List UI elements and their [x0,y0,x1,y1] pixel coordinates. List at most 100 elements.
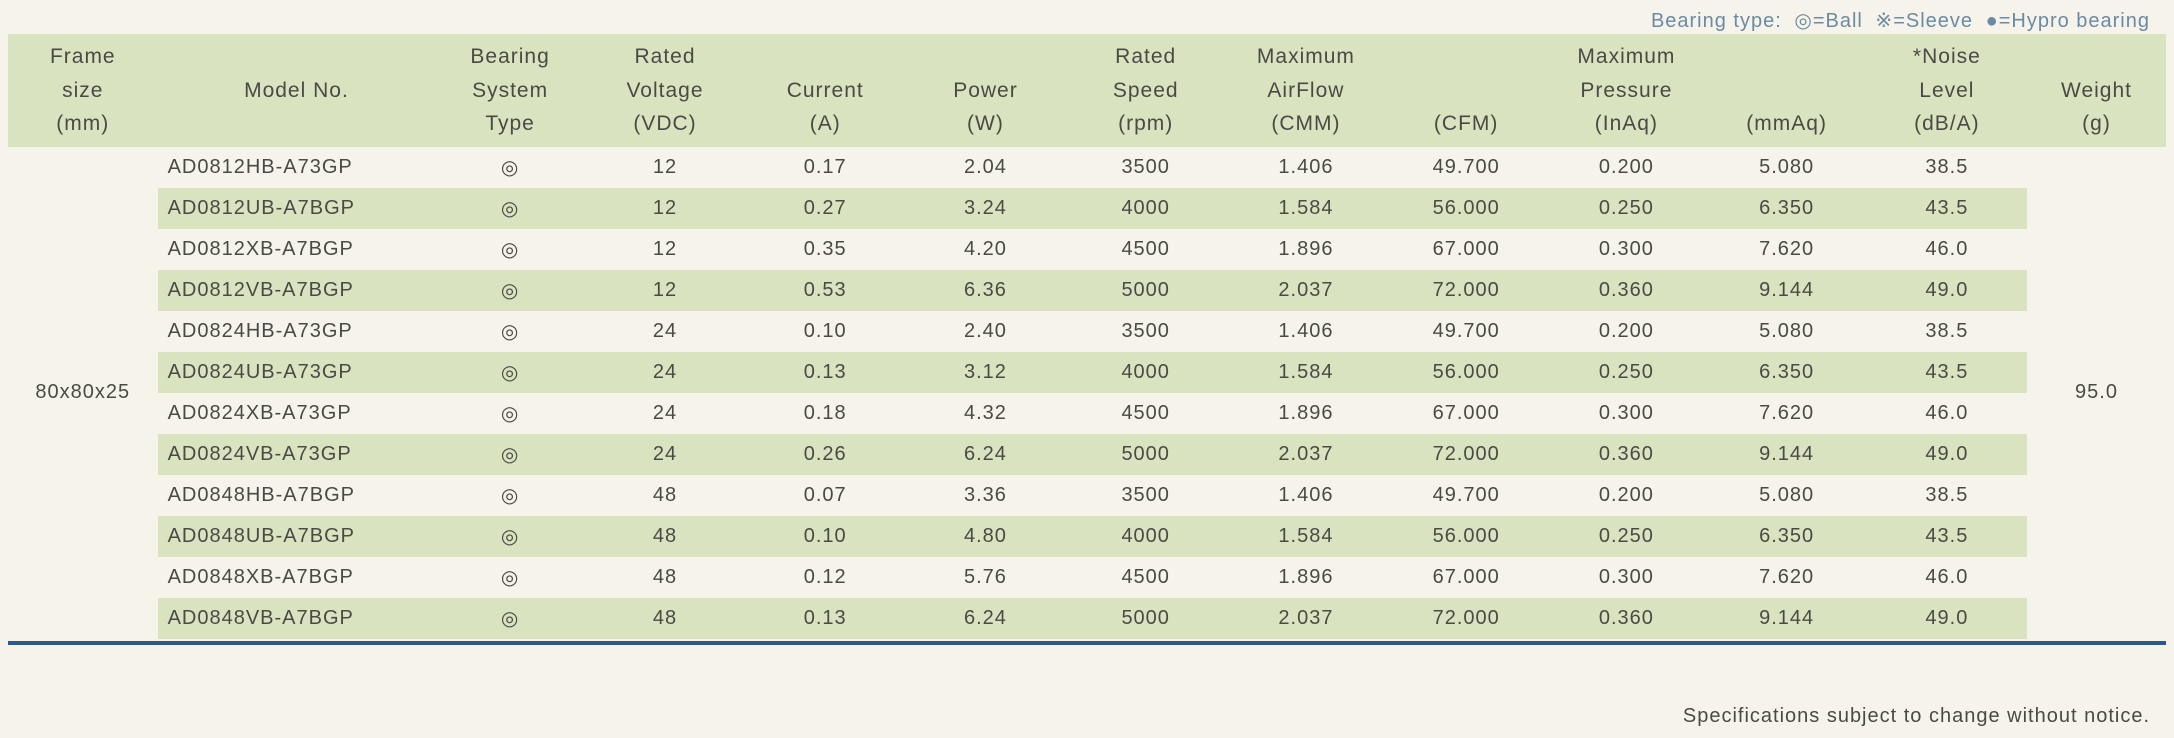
col-mmaq: (mmAq) [1707,34,1867,147]
cell-inaq: 0.200 [1546,147,1706,188]
legend-label: Bearing type: [1651,10,1782,32]
header-line: Level [1871,74,2023,108]
cell-cmm: 1.896 [1226,557,1386,598]
cell-cfm: 72.000 [1386,598,1546,639]
table-row: 80x80x25AD0812HB-A73GP◎120.172.0435001.4… [8,147,2166,188]
cell-power: 4.32 [905,393,1065,434]
cell-current: 0.27 [745,188,905,229]
cell-voltage: 48 [585,557,745,598]
cell-bearing: ◎ [435,229,585,270]
cell-power: 2.04 [905,147,1065,188]
cell-inaq: 0.360 [1546,270,1706,311]
cell-voltage: 24 [585,352,745,393]
cell-noise: 49.0 [1867,270,2027,311]
header-line: System [439,74,581,108]
cell-voltage: 12 [585,188,745,229]
spec-table: Frame size (mm) Model No. Bearing System… [8,34,2166,639]
cell-current: 0.35 [745,229,905,270]
header-line: (g) [2031,107,2162,141]
cell-cmm: 1.896 [1226,393,1386,434]
cell-noise: 46.0 [1867,557,2027,598]
header-line: Type [439,107,581,141]
cell-mmaq: 6.350 [1707,188,1867,229]
header-line: Power [909,74,1061,108]
cell-mmaq: 7.620 [1707,393,1867,434]
cell-mmaq: 9.144 [1707,434,1867,475]
weight-cell: 95.0 [2027,147,2166,639]
cell-cmm: 1.584 [1226,352,1386,393]
cell-cmm: 1.406 [1226,147,1386,188]
legend-name: Ball [1826,10,1863,32]
col-current: Current (A) [745,34,905,147]
cell-cfm: 72.000 [1386,434,1546,475]
cell-cmm: 2.037 [1226,598,1386,639]
cell-voltage: 12 [585,270,745,311]
cell-voltage: 12 [585,147,745,188]
cell-model: AD0824HB-A73GP [158,311,436,352]
cell-cfm: 49.700 [1386,311,1546,352]
header-line: *Noise [1871,40,2023,74]
cell-mmaq: 9.144 [1707,598,1867,639]
header-line: (InAq) [1550,107,1702,141]
cell-cfm: 72.000 [1386,270,1546,311]
bearing-legend: Bearing type: ◎=Ball ※=Sleeve ●=Hypro be… [1651,8,2150,33]
cell-inaq: 0.250 [1546,352,1706,393]
cell-mmaq: 5.080 [1707,311,1867,352]
cell-voltage: 48 [585,598,745,639]
cell-speed: 4000 [1066,516,1226,557]
header-line: Weight [2031,74,2162,108]
cell-voltage: 48 [585,475,745,516]
cell-mmaq: 7.620 [1707,557,1867,598]
cell-inaq: 0.360 [1546,598,1706,639]
cell-model: AD0848HB-A7BGP [158,475,436,516]
cell-power: 4.20 [905,229,1065,270]
cell-current: 0.07 [745,475,905,516]
cell-noise: 43.5 [1867,188,2027,229]
cell-noise: 43.5 [1867,352,2027,393]
spec-table-wrap: Frame size (mm) Model No. Bearing System… [8,34,2166,645]
table-body: 80x80x25AD0812HB-A73GP◎120.172.0435001.4… [8,147,2166,639]
cell-speed: 3500 [1066,311,1226,352]
legend-symbol: ● [1986,10,1999,32]
cell-cfm: 56.000 [1386,188,1546,229]
cell-cmm: 1.584 [1226,188,1386,229]
cell-model: AD0848XB-A7BGP [158,557,436,598]
header-line: Bearing [439,40,581,74]
legend-name: Sleeve [1906,10,1973,32]
cell-power: 6.24 [905,434,1065,475]
cell-noise: 46.0 [1867,393,2027,434]
cell-cfm: 49.700 [1386,475,1546,516]
cell-mmaq: 5.080 [1707,475,1867,516]
cell-noise: 46.0 [1867,229,2027,270]
cell-mmaq: 6.350 [1707,516,1867,557]
cell-inaq: 0.250 [1546,516,1706,557]
header-line: (mm) [12,107,154,141]
cell-model: AD0824UB-A73GP [158,352,436,393]
header-line: (W) [909,107,1061,141]
col-inaq: Maximum Pressure (InAq) [1546,34,1706,147]
table-row: AD0848VB-A7BGP◎480.136.2450002.03772.000… [8,598,2166,639]
cell-inaq: 0.300 [1546,557,1706,598]
col-voltage: Rated Voltage (VDC) [585,34,745,147]
header-line: AirFlow [1230,74,1382,108]
cell-current: 0.12 [745,557,905,598]
header-line: Speed [1070,74,1222,108]
frame-size-cell: 80x80x25 [8,147,158,639]
cell-power: 2.40 [905,311,1065,352]
header-line: Model No. [162,74,432,108]
cell-cfm: 49.700 [1386,147,1546,188]
table-row: AD0824UB-A73GP◎240.133.1240001.58456.000… [8,352,2166,393]
legend-name: Hypro bearing [2011,10,2150,32]
cell-speed: 3500 [1066,475,1226,516]
cell-power: 6.24 [905,598,1065,639]
cell-power: 5.76 [905,557,1065,598]
cell-bearing: ◎ [435,434,585,475]
col-model: Model No. [158,34,436,147]
bottom-rule [8,641,2166,645]
col-weight: Weight (g) [2027,34,2166,147]
cell-cfm: 67.000 [1386,229,1546,270]
cell-model: AD0812XB-A7BGP [158,229,436,270]
cell-bearing: ◎ [435,516,585,557]
cell-speed: 4500 [1066,229,1226,270]
cell-noise: 38.5 [1867,475,2027,516]
